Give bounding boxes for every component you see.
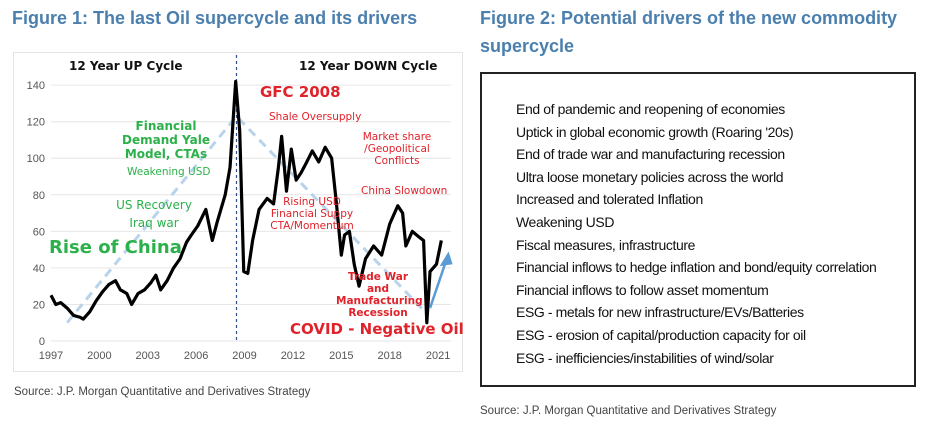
y-tick-label: 60	[33, 226, 45, 238]
recovery-arrow	[428, 260, 448, 309]
annotation-shale: Shale Oversupply	[269, 111, 362, 123]
driver-item: Financial inflows to follow asset moment…	[516, 281, 769, 298]
chart-svg: 0 20 40 60 80 100 120 140 1997 2000 2003 2006 2009 20…	[27, 55, 453, 362]
annotation-china-slowdown: China Slowdown	[361, 185, 448, 197]
x-tick-label: 2000	[87, 350, 111, 362]
annotation-financial-demand: Financial Demand Yale Model, CTAs	[122, 119, 210, 161]
annotation-covid: COVID - Negative Oil	[290, 320, 464, 338]
driver-item: Financial inflows to hedge inflation and…	[516, 259, 877, 276]
y-tick-label: 0	[39, 336, 45, 348]
annotation-us-recovery: US Recovery Iraq war	[116, 198, 192, 230]
driver-item: Ultra loose monetary policies across the…	[516, 168, 784, 185]
figure1-title: Figure 1: The last Oil supercycle and it…	[12, 8, 418, 28]
driver-item: End of pandemic and reopening of economi…	[516, 101, 785, 117]
annotation-gfc: GFC 2008	[260, 83, 341, 101]
annotation-down-cycle: 12 Year DOWN Cycle	[299, 59, 438, 73]
figure1-source: Source: J.P. Morgan Quantitative and Der…	[14, 386, 311, 398]
figure2-title: Figure 2: Potential drivers of the new c…	[480, 8, 898, 56]
x-tick-label: 1997	[39, 350, 63, 362]
driver-item: Increased and tolerated Inflation	[516, 191, 703, 208]
drivers-box: End of pandemic and reopening of economi…	[480, 72, 916, 387]
recovery-arrow-head	[439, 251, 453, 267]
annotation-rising-usd: Rising USD Financial Suppy CTA/Momentum	[270, 196, 354, 233]
driver-item: Uptick in global economic growth (Roarin…	[516, 123, 794, 140]
driver-item: Weakening USD	[516, 213, 615, 230]
driver-item: ESG - inefficiencies/instabilities of wi…	[516, 349, 774, 366]
driver-item: Fiscal measures, infrastructure	[516, 236, 695, 253]
annotation-weakening-usd: Weakening USD	[127, 166, 211, 178]
driver-item: End of trade war and manufacturing reces…	[516, 146, 785, 163]
driver-item: ESG - erosion of capital/production capa…	[516, 326, 806, 343]
x-tick-label: 2021	[426, 350, 450, 362]
x-tick-label: 2015	[329, 350, 353, 362]
x-tick-label: 2003	[136, 350, 160, 362]
y-tick-label: 20	[33, 299, 45, 311]
annotation-trade-war: Trade War and Manufacturing Recession	[336, 271, 423, 320]
x-tick-label: 2006	[184, 350, 208, 362]
figure2-source: Source: J.P. Morgan Quantitative and Der…	[480, 405, 777, 417]
x-tick-label: 2018	[377, 350, 401, 362]
y-tick-label: 80	[33, 190, 45, 202]
y-tick-label: 140	[27, 80, 45, 92]
y-tick-label: 40	[33, 263, 45, 275]
x-tick-label: 2009	[232, 350, 256, 362]
driver-item: ESG - metals for new infrastructure/EVs/…	[516, 304, 804, 321]
x-tick-label: 2012	[281, 350, 305, 362]
annotation-market-share: Market share /Geopolitical Conflicts	[362, 131, 432, 168]
drivers-list: End of pandemic and reopening of economi…	[516, 98, 877, 369]
y-tick-label: 100	[27, 153, 45, 165]
oil-price-line	[49, 79, 443, 325]
y-tick-label: 120	[27, 117, 45, 129]
oil-supercycle-chart: 0 20 40 60 80 100 120 140 1997 2000 2003 2006 2009 20…	[13, 52, 464, 372]
annotation-rise-of-china: Rise of China	[49, 237, 182, 258]
annotation-up-cycle: 12 Year UP Cycle	[69, 59, 183, 73]
